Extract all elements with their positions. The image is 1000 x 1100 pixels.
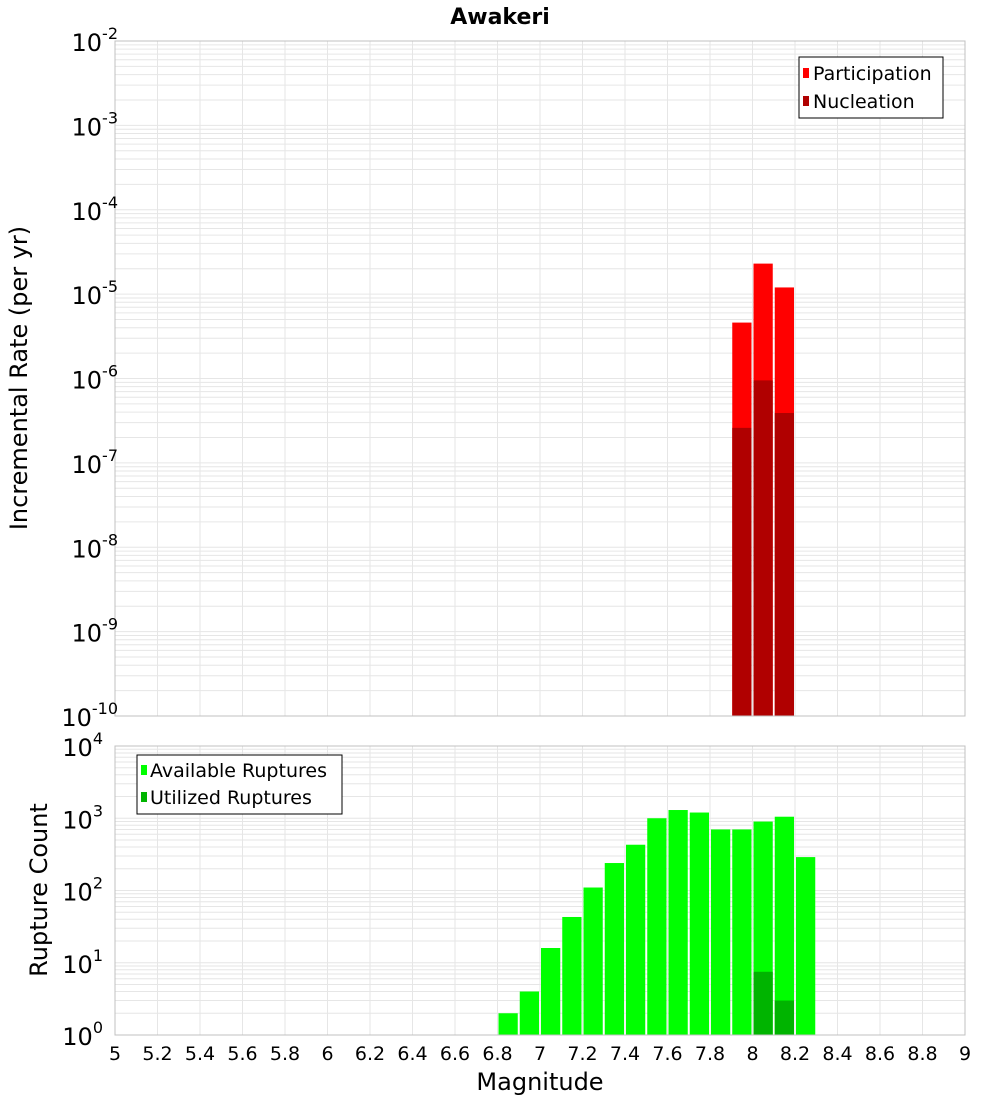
- count-bar-available-ruptures: [604, 863, 624, 1035]
- count-bar-available-ruptures: [774, 816, 794, 1035]
- magnitude-x-tick-label: 5.8: [270, 1043, 300, 1065]
- count-legend-box: [136, 754, 343, 815]
- magnitude-x-tick-label: 7.2: [567, 1043, 597, 1065]
- count-bar-available-ruptures: [626, 844, 646, 1035]
- legend-utilized-label: Utilized Ruptures: [150, 787, 312, 809]
- count-bar-available-ruptures: [796, 857, 816, 1035]
- count-panel: 100 101 102 103 104 5 5.2 5.4 5.6 5.8 6 6.2 6.4 6.6 6…: [25, 729, 971, 1096]
- count-plot-frame: [114, 745, 966, 1036]
- magnitude-x-tick-label: 6.2: [355, 1043, 385, 1065]
- magnitude-x-tick-label: 8.6: [865, 1043, 895, 1065]
- count-bars: [498, 810, 816, 1035]
- count-bar-available-ruptures: [647, 818, 667, 1035]
- count-bar-available-ruptures: [732, 829, 752, 1035]
- magnitude-x-tick-label: 8.8: [907, 1043, 937, 1065]
- count-y-tick-label: 100: [62, 1018, 103, 1051]
- magnitude-x-axis-label: Magnitude: [476, 1068, 603, 1096]
- magnitude-x-tick-label: 6.6: [440, 1043, 470, 1065]
- rate-y-tick-label: 10-3: [72, 108, 119, 141]
- count-y-tick-label: 102: [62, 874, 103, 907]
- magnitude-x-tick-label: 7.4: [610, 1043, 640, 1065]
- rate-bar-nucleation: [774, 413, 794, 716]
- magnitude-x-tick-label: 8.2: [780, 1043, 810, 1065]
- rate-y-tick-label: 10-2: [72, 24, 119, 57]
- magnitude-x-tick-label: 5.4: [185, 1043, 215, 1065]
- rate-y-ticks: 10-10 10-9 10-8 10-7 10-6 10-5 10-4 10-3 10-2: [61, 24, 118, 732]
- rate-y-tick-label: 10-7: [72, 446, 119, 479]
- rate-y-tick-label: 10-6: [72, 362, 119, 395]
- count-bar-available-ruptures: [562, 916, 582, 1035]
- magnitude-x-tick-label: 6: [321, 1043, 333, 1065]
- magnitude-x-tick-label: 5: [109, 1043, 121, 1065]
- count-y-ticks: 100 101 102 103 104: [62, 729, 103, 1051]
- count-bar-available-ruptures: [498, 1013, 518, 1035]
- magnitude-x-tick-label: 8.4: [822, 1043, 852, 1065]
- rate-grid: [114, 41, 966, 717]
- magnitude-x-tick-label: 5.6: [227, 1043, 257, 1065]
- rate-bar-nucleation: [732, 427, 752, 716]
- rate-y-axis-label: Incremental Rate (per yr): [5, 226, 33, 530]
- count-bar-available-ruptures: [541, 948, 561, 1035]
- rate-bar-nucleation: [753, 380, 773, 716]
- magnitude-x-ticks: 5 5.2 5.4 5.6 5.8 6 6.2 6.4 6.6 6.8 7 7.2 7.4 7.6 7.8 8…: [109, 1043, 971, 1065]
- count-bar-available-ruptures: [711, 829, 731, 1035]
- count-bar-available-ruptures: [519, 991, 539, 1035]
- magnitude-x-tick-label: 6.4: [397, 1043, 427, 1065]
- rate-y-tick-label: 10-10: [61, 699, 118, 732]
- legend-participation-swatch: [803, 68, 809, 78]
- legend-nucleation-label: Nucleation: [813, 91, 915, 113]
- magnitude-x-tick-label: 8: [746, 1043, 758, 1065]
- magnitude-x-tick-label: 7: [534, 1043, 546, 1065]
- count-bar-available-ruptures: [689, 812, 709, 1035]
- rate-y-tick-label: 10-5: [72, 277, 119, 310]
- rate-plot-frame: [114, 40, 966, 717]
- rate-panel: 10-10 10-9 10-8 10-7 10-6 10-5 10-4 10-3 10-2 In…: [5, 24, 966, 732]
- count-bar-utilized-ruptures: [753, 971, 773, 1035]
- rate-legend-box: [798, 56, 944, 119]
- rate-y-tick-label: 10-9: [72, 615, 119, 648]
- legend-participation-label: Participation: [813, 63, 932, 85]
- rate-bars: [732, 263, 794, 716]
- legend-utilized-swatch: [141, 792, 147, 802]
- count-y-tick-label: 104: [62, 729, 103, 762]
- count-y-tick-label: 101: [62, 946, 103, 979]
- magnitude-x-tick-label: 5.2: [142, 1043, 172, 1065]
- chart-title: Awakeri: [450, 5, 550, 30]
- count-y-axis-label: Rupture Count: [25, 803, 53, 977]
- legend-nucleation-swatch: [803, 96, 809, 106]
- magnitude-x-tick-label: 7.6: [652, 1043, 682, 1065]
- rate-legend: Participation Nucleation: [798, 56, 944, 119]
- legend-available-swatch: [141, 765, 147, 775]
- magnitude-x-tick-label: 9: [959, 1043, 971, 1065]
- count-bar-available-ruptures: [583, 887, 603, 1035]
- rate-y-tick-label: 10-4: [72, 193, 119, 226]
- count-y-tick-label: 103: [62, 801, 103, 834]
- count-legend: Available Ruptures Utilized Ruptures: [136, 754, 343, 815]
- count-bar-available-ruptures: [668, 810, 688, 1035]
- magnitude-x-tick-label: 6.8: [482, 1043, 512, 1065]
- count-grid: [114, 746, 966, 1036]
- count-bar-utilized-ruptures: [774, 1000, 794, 1035]
- magnitude-x-tick-label: 7.8: [695, 1043, 725, 1065]
- rate-y-tick-label: 10-8: [72, 530, 119, 563]
- legend-available-label: Available Ruptures: [150, 760, 327, 782]
